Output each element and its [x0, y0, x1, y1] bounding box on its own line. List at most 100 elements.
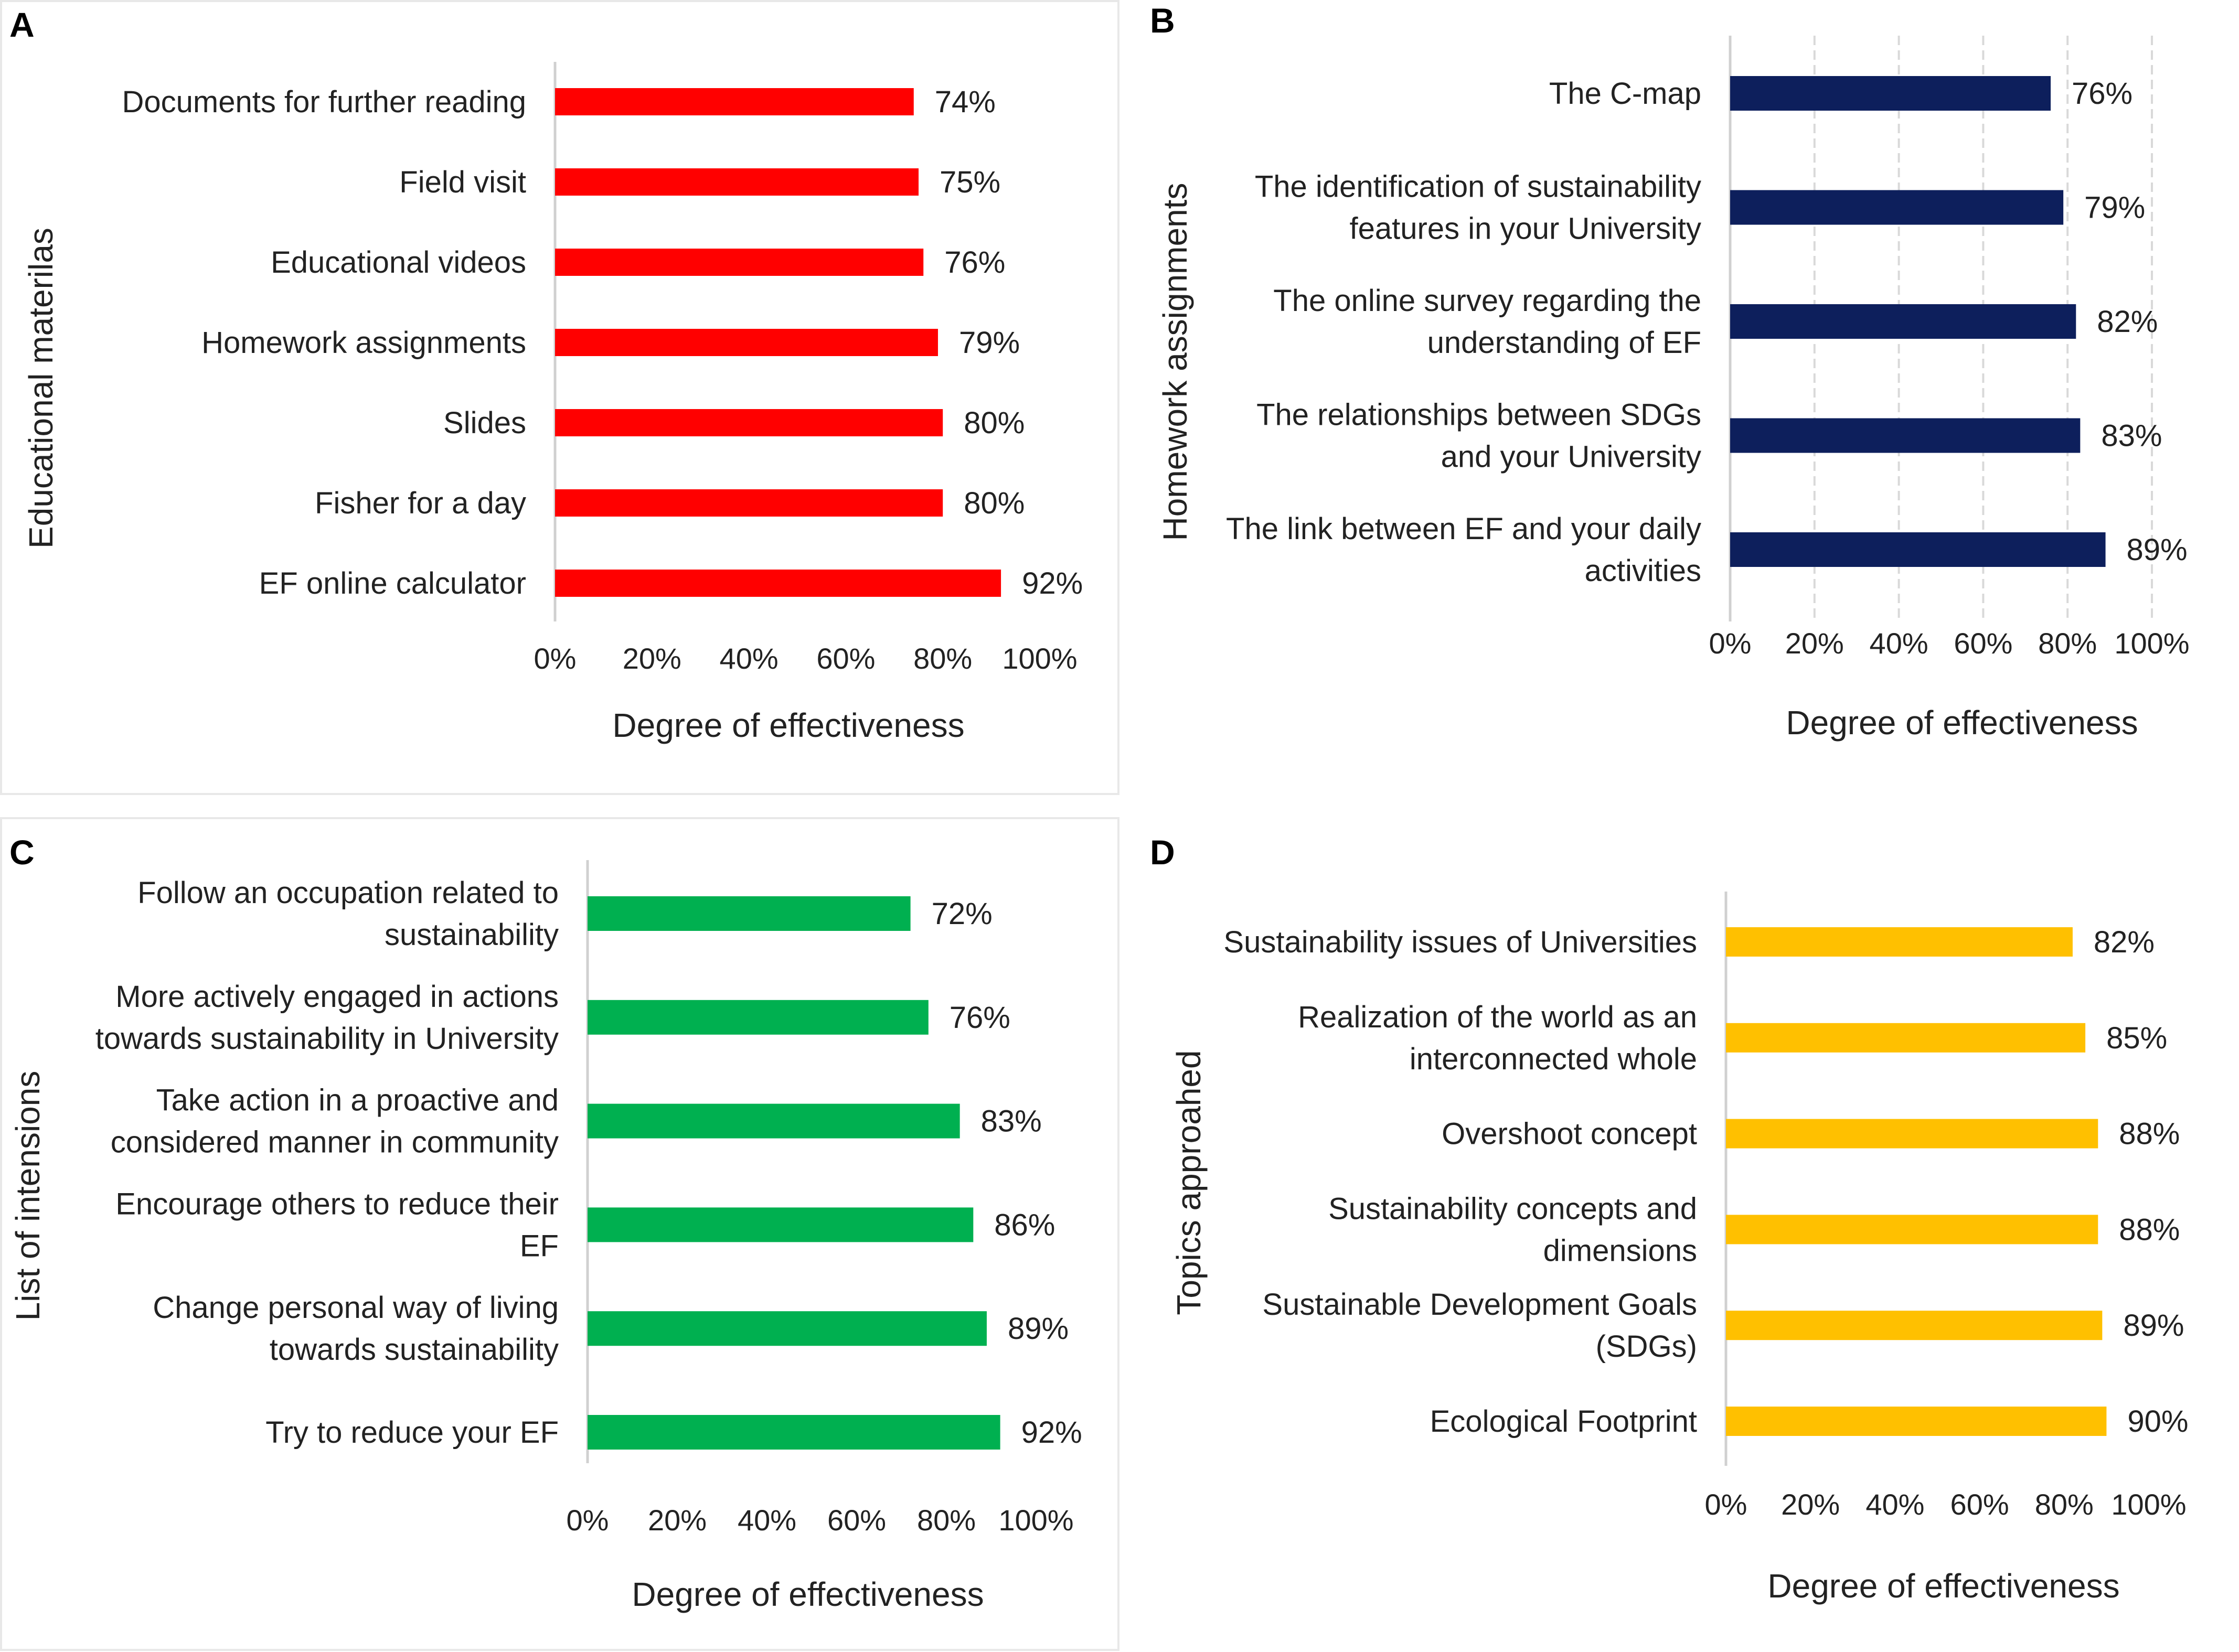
x-axis-label: Degree of effectiveness [1767, 1567, 2119, 1605]
x-tick-label: 0% [1705, 1488, 1747, 1521]
bar [1726, 1023, 2086, 1053]
bar [588, 1000, 929, 1035]
category-label-line: The C-map [1549, 77, 1701, 111]
category-label: EF online calculator [259, 566, 526, 600]
category-label-line: considered manner in community [111, 1125, 559, 1160]
category-label: The link between EF and your daily activi… [1226, 512, 1701, 588]
category-label: Follow an occupation related to sustainab… [137, 876, 559, 952]
panel-a-chart: A 74% Documents for further reading 75% Fiel… [9, 5, 1083, 744]
value-label: 82% [2094, 925, 2155, 959]
panel-letter: B [1150, 1, 1175, 40]
category-label-line: The identification of sustainability [1255, 170, 1701, 204]
bar [555, 88, 914, 115]
value-label: 83% [2101, 419, 2162, 453]
y-axis-label: Educational materilas [22, 228, 60, 549]
value-label: 74% [935, 85, 996, 119]
category-label: More actively engaged in actions towards … [95, 980, 559, 1056]
bar [1726, 1407, 2107, 1436]
category-label-line: The link between EF and your daily [1226, 512, 1701, 546]
category-label: Change personal way of living towards sus… [153, 1291, 559, 1367]
category-label: Realization of the world as an interconne… [1298, 1000, 1697, 1076]
bar [588, 1415, 1000, 1450]
value-label: 92% [1021, 1415, 1082, 1450]
y-axis-label: List of intensions [9, 1071, 47, 1321]
category-label-line: EF online calculator [259, 566, 526, 600]
value-label: 76% [944, 245, 1005, 280]
x-tick-label: 60% [816, 642, 875, 675]
bar [555, 570, 1001, 597]
value-label: 89% [2123, 1308, 2184, 1343]
bar [1730, 418, 2081, 453]
category-label-line: The relationships between SDGs [1256, 398, 1701, 432]
bar [1730, 532, 2106, 567]
value-label: 89% [1008, 1312, 1069, 1346]
value-label: 89% [2127, 533, 2188, 567]
category-label: The C-map [1549, 77, 1701, 111]
category-label-line: Fisher for a day [315, 486, 526, 520]
category-label: The relationships between SDGs and your U… [1256, 398, 1701, 474]
x-tick-label: 80% [917, 1504, 976, 1537]
value-label: 75% [940, 165, 1000, 199]
value-label: 92% [1022, 566, 1083, 600]
value-label: 76% [2072, 77, 2133, 111]
category-label-line: features in your University [1350, 212, 1701, 246]
category-label-line: Ecological Footprint [1430, 1404, 1697, 1439]
bar [555, 409, 943, 436]
category-label: Slides [443, 406, 526, 440]
bar [555, 329, 938, 356]
category-label: Documents for further reading [122, 85, 526, 119]
value-label: 82% [2097, 305, 2158, 339]
bar [588, 896, 911, 931]
category-label-line: Educational videos [271, 245, 526, 280]
category-label: Encourage others to reduce their EF [115, 1187, 559, 1263]
x-tick-label: 80% [2038, 627, 2097, 660]
value-label: 72% [932, 897, 993, 931]
category-label-line: sustainability [385, 918, 559, 952]
panel-letter: C [9, 833, 35, 872]
x-tick-label: 100% [998, 1504, 1073, 1537]
category-label-line: Sustainability concepts and [1328, 1192, 1697, 1226]
x-axis-label: Degree of effectiveness [612, 706, 964, 744]
category-label: Sustainability concepts and dimensions [1328, 1192, 1697, 1268]
category-label-line: towards sustainability in University [95, 1022, 559, 1056]
x-tick-label: 20% [623, 642, 681, 675]
y-axis-label: Topics approahed [1170, 1050, 1208, 1315]
x-tick-label: 0% [1709, 627, 1752, 660]
category-label-line: Encourage others to reduce their [115, 1187, 559, 1221]
category-label: Overshoot concept [1442, 1117, 1697, 1151]
category-label: Sustainable Development Goals (SDGs) [1262, 1288, 1697, 1364]
category-label-line: Overshoot concept [1442, 1117, 1697, 1151]
x-tick-label: 40% [738, 1504, 796, 1537]
bar [588, 1103, 960, 1139]
x-tick-label: 20% [648, 1504, 707, 1537]
x-tick-label: 60% [1954, 627, 2012, 660]
category-label: Field visit [399, 165, 526, 199]
value-label: 76% [950, 1001, 1010, 1035]
x-tick-label: 80% [2035, 1488, 2094, 1521]
category-label-line: Change personal way of living [153, 1291, 559, 1325]
value-label: 80% [964, 406, 1025, 440]
panel-d-chart: D 82% Sustainability issues of Universitie… [1150, 833, 2188, 1605]
category-label-line: The online survey regarding the [1273, 284, 1701, 318]
y-axis-label: Homework assignments [1156, 183, 1194, 541]
bar [555, 489, 943, 517]
value-label: 86% [994, 1208, 1055, 1242]
category-label: Homework assignments [201, 326, 526, 360]
value-label: 79% [959, 326, 1020, 360]
category-label-line: towards sustainability [270, 1333, 559, 1367]
category-label-line: interconnected whole [1410, 1042, 1697, 1076]
x-tick-label: 40% [1870, 627, 1928, 660]
category-label: Sustainability issues of Universities [1223, 925, 1697, 959]
category-label-line: EF [520, 1229, 559, 1263]
value-label: 88% [2119, 1213, 2180, 1247]
x-tick-label: 20% [1785, 627, 1844, 660]
bar [588, 1311, 987, 1346]
category-label: Ecological Footprint [1430, 1404, 1697, 1439]
x-tick-label: 60% [827, 1504, 886, 1537]
x-tick-label: 0% [567, 1504, 609, 1537]
category-label-line: Field visit [399, 165, 526, 199]
category-label-line: (SDGs) [1596, 1329, 1697, 1364]
value-label: 83% [981, 1104, 1042, 1139]
x-tick-label: 80% [913, 642, 972, 675]
bar [1730, 304, 2076, 339]
